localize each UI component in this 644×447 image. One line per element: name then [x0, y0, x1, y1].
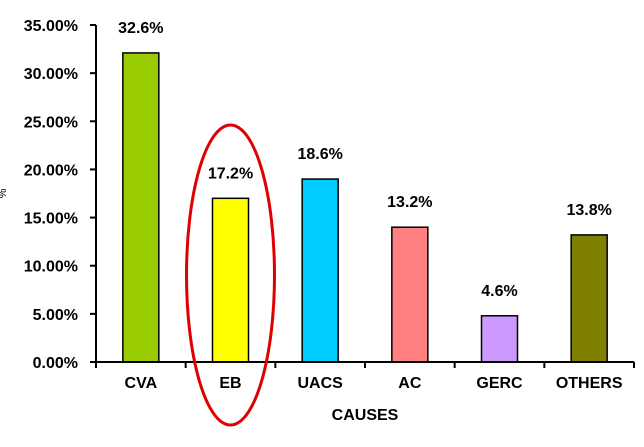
data-label-others: 13.8% — [566, 202, 611, 219]
data-label-eb: 17.2% — [208, 165, 253, 182]
y-tick-label: 30.00% — [24, 66, 78, 83]
y-tick-label: 35.00% — [24, 18, 78, 35]
bars: 32.6% 17.2% 18.6% 13.2% 4.6% 13.8% — [118, 20, 612, 363]
x-tick-label-gerc: GERC — [476, 375, 523, 392]
y-axis-title: % — [0, 188, 9, 198]
bar-cva — [122, 52, 160, 363]
x-tick-label-uacs: UACS — [297, 375, 343, 392]
data-label-uacs: 18.6% — [297, 146, 342, 163]
bar-gerc — [480, 315, 519, 363]
y-tick-label: 15.00% — [24, 211, 78, 228]
data-label-gerc: 4.6% — [481, 283, 517, 300]
x-tick-label-eb: EB — [219, 375, 241, 392]
y-tick-label: 20.00% — [24, 162, 78, 179]
data-label-ac: 13.2% — [387, 194, 432, 211]
y-tick-label: 0.00% — [33, 355, 78, 372]
bar-eb — [211, 197, 250, 363]
x-axis: CVA EB UACS AC GERC OTHERS — [95, 361, 635, 392]
y-tick-label: 5.00% — [33, 307, 78, 324]
x-tick-label-others: OTHERS — [556, 375, 623, 392]
x-tick-label-ac: AC — [398, 375, 422, 392]
bar-uacs — [301, 178, 339, 363]
y-axis: 0.00% 5.00% 10.00% 15.00% 20.00% 25.00% 30.00%… — [24, 18, 97, 372]
highlight-ellipse — [185, 123, 276, 427]
data-label-cva: 32.6% — [118, 20, 163, 37]
x-axis-title: CAUSES — [332, 407, 399, 424]
x-tick-label-cva: CVA — [125, 375, 158, 392]
bar-others — [570, 234, 608, 363]
y-tick-label: 10.00% — [24, 259, 78, 276]
y-tick-label: 25.00% — [24, 114, 78, 131]
bar-ac — [391, 226, 429, 363]
